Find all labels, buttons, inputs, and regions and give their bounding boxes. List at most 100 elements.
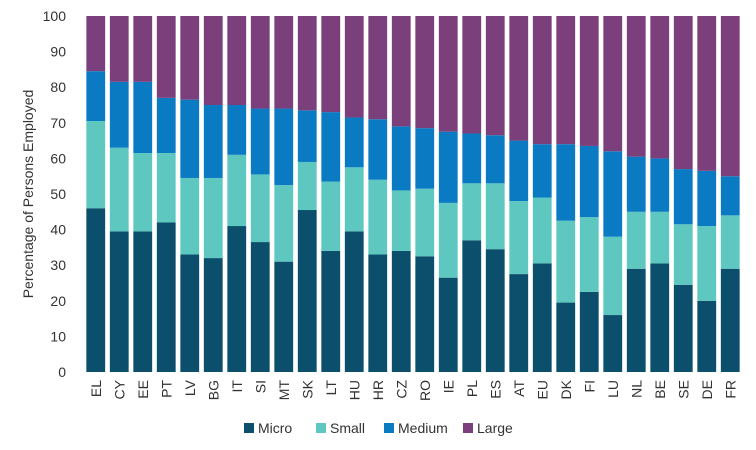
bar-small-sk (297, 161, 317, 211)
bar-group-de (697, 16, 717, 372)
legend-label: Small (330, 420, 365, 436)
bar-large-it (227, 16, 247, 105)
legend-swatch (384, 423, 394, 433)
bar-micro-pt (156, 222, 176, 372)
bar-group-lt (321, 16, 341, 372)
bar-small-hr (368, 179, 388, 255)
legend-swatch (316, 423, 326, 433)
bar-group-se (673, 16, 693, 372)
bar-large-nl (626, 16, 646, 157)
y-tick-label: 10 (50, 328, 66, 344)
bar-medium-cy (109, 81, 129, 148)
x-tick-label: DE (699, 380, 715, 399)
bar-group-cz (391, 16, 411, 372)
legend: Micro Small Medium Large (244, 420, 513, 436)
bar-medium-hu (344, 117, 364, 168)
bar-medium-cz (391, 126, 411, 191)
bar-group-mt (274, 16, 294, 372)
bar-micro-el (86, 208, 106, 372)
bar-medium-se (673, 169, 693, 225)
bar-group-cy (109, 16, 129, 372)
bar-micro-lt (321, 250, 341, 372)
bar-medium-nl (626, 156, 646, 212)
bar-large-dk (556, 16, 576, 145)
x-tick-label: BE (652, 380, 668, 399)
bar-micro-pl (462, 240, 482, 372)
bar-small-el (86, 121, 106, 209)
bar-small-pt (156, 153, 176, 223)
bar-medium-lv (180, 99, 200, 178)
bar-micro-sk (297, 210, 317, 372)
x-tick-label: SE (675, 380, 691, 399)
bar-micro-nl (626, 268, 646, 372)
bar-medium-el (86, 71, 106, 122)
y-axis-title: Percentage of Persons Employed (20, 90, 36, 299)
bar-micro-cz (391, 250, 411, 372)
x-tick-label: RO (417, 380, 433, 401)
legend-item-micro: Micro (244, 420, 292, 436)
legend-label: Medium (398, 420, 448, 436)
x-tick-label: LV (182, 379, 198, 396)
x-tick-label: CY (111, 379, 127, 399)
x-tick-label: MT (276, 380, 292, 401)
x-tick-label: BG (205, 380, 221, 400)
bar-medium-sk (297, 110, 317, 162)
bar-micro-fr (720, 268, 740, 372)
bar-medium-be (650, 158, 670, 212)
bar-large-el (86, 16, 106, 72)
y-tick-label: 70 (50, 115, 66, 131)
bar-group-sk (297, 16, 317, 372)
x-tick-label: DK (558, 379, 574, 399)
bar-group-at (509, 16, 529, 372)
bar-large-fr (720, 16, 740, 177)
bar-large-bg (203, 16, 223, 105)
bar-micro-it (227, 226, 247, 372)
bar-micro-dk (556, 302, 576, 372)
bar-micro-bg (203, 258, 223, 372)
y-tick-label: 0 (58, 364, 66, 380)
bar-group-fi (579, 16, 599, 372)
bar-micro-de (697, 300, 717, 372)
bar-large-lv (180, 16, 200, 100)
bar-large-cy (109, 16, 129, 82)
bar-small-eu (532, 197, 552, 264)
bar-group-be (650, 16, 670, 372)
x-tick-label: FR (722, 380, 738, 399)
y-tick-label: 30 (50, 257, 66, 273)
bar-group-nl (626, 16, 646, 372)
bar-large-hu (344, 16, 364, 118)
bar-group-dk (556, 16, 576, 372)
bar-small-es (485, 183, 505, 250)
bar-medium-at (509, 140, 529, 202)
bar-small-ro (415, 188, 435, 257)
bar-medium-hr (368, 119, 388, 180)
x-tick-label: CZ (393, 380, 409, 399)
bar-small-fi (579, 217, 599, 292)
bar-group-pt (156, 16, 176, 372)
bar-small-se (673, 224, 693, 285)
bar-micro-fi (579, 291, 599, 372)
bar-medium-si (250, 108, 270, 175)
bar-micro-hu (344, 231, 364, 372)
bar-micro-be (650, 263, 670, 372)
x-tick-label: EU (534, 380, 550, 399)
bar-medium-de (697, 170, 717, 227)
x-tick-label: AT (511, 380, 527, 397)
bar-large-cz (391, 16, 411, 127)
bar-small-lu (603, 236, 623, 316)
x-tick-label: HU (346, 380, 362, 400)
bar-small-lt (321, 181, 341, 251)
bar-micro-at (509, 274, 529, 372)
bar-large-at (509, 16, 529, 141)
x-tick-label: IT (229, 380, 245, 393)
x-tick-label: IE (440, 380, 456, 393)
bar-group-eu (532, 16, 552, 372)
bar-small-be (650, 211, 670, 264)
bar-group-el (86, 16, 106, 372)
bar-medium-it (227, 105, 247, 155)
bar-group-si (250, 16, 270, 372)
bar-micro-mt (274, 261, 294, 372)
bar-small-cy (109, 147, 129, 232)
bar-medium-dk (556, 144, 576, 221)
x-tick-label: EL (88, 380, 104, 397)
